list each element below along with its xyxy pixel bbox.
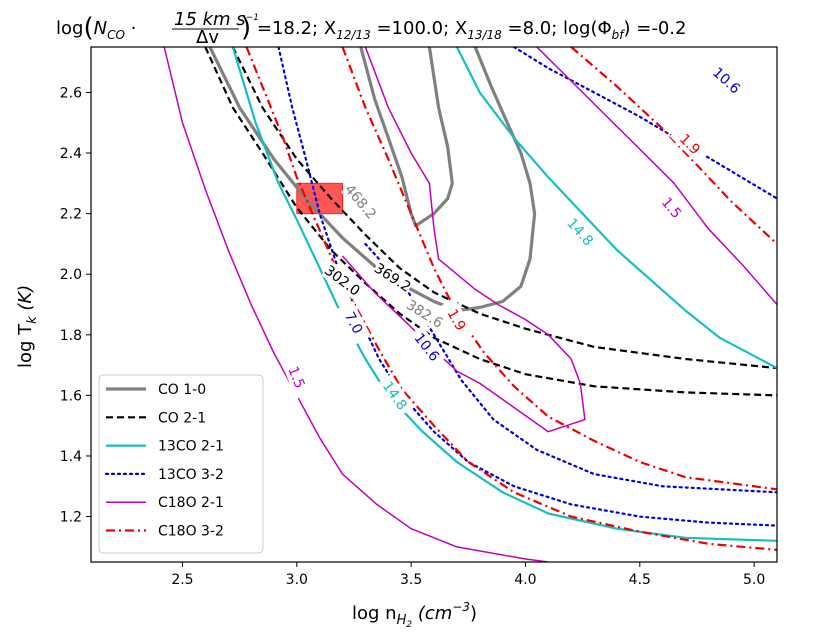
x-axis-label-sub2: 2 [406,620,412,630]
x-axis-label-unit: (cm [412,603,452,624]
contour-label-c18o-2-1-1: 1.5 [284,364,307,391]
title-x1318-val: =8.0; log(Φ [502,18,612,39]
contour-label-bg [705,60,748,101]
y-tick-label: 2.2 [60,207,82,223]
title-x1213-sub: 12/13 [336,28,371,42]
y-axis-label-sub: k [25,316,40,324]
contour-label-bg [439,297,475,342]
legend-box [98,374,264,554]
chart-title: log(NCO · [56,13,136,43]
title-frac-num: 15 km s−1 [174,9,259,30]
x-tick-label: 4.5 [629,572,651,588]
contour-13co-2-1-line-2 [455,47,777,370]
x-axis-label-exp: −3 [452,600,470,614]
contour-label-bg [371,258,415,296]
contour-13co-3-2-line-3 [364,242,777,494]
contour-label-bg [341,180,381,223]
contour-c18o-3-2-line-1 [245,47,777,551]
title-n: N [94,18,107,39]
x-axis-label-end: ) [470,603,477,624]
title-frac-num-exp: −1 [246,13,259,23]
title-dot: · [125,18,136,39]
contour-label-bg [403,295,447,332]
y-tick-label: 1.6 [60,388,82,404]
highlight-region [296,182,344,215]
y-tick-label: 2.6 [60,85,82,101]
contour-label-bg [321,261,364,300]
title-phi-sub: bf [612,28,626,42]
x-tick-label: 3.0 [286,572,308,588]
x-axis-label-text: log n [352,603,397,624]
legend-label-c18o-2-1: C18O 2-1 [158,495,224,511]
legend-label-co-2-1: CO 2-1 [158,410,206,426]
legend-label-co-1-0: CO 1-0 [158,382,206,398]
title-frac-num-text: 15 km s [174,9,246,30]
legend-label-13co-2-1: 13CO 2-1 [158,439,224,455]
contour-label-bg [560,210,601,253]
title-rest: ) =18.2; X12/13 =100.0; X13/18 =8.0; log… [241,13,686,43]
x-tick-label: 2.5 [171,572,193,588]
contour-label-bg [280,355,313,400]
contour-label-bg [336,300,372,345]
y-axis-label-text: log T [15,323,36,368]
contour-c18o-3-2-line-2 [341,47,777,491]
contour-label-co-2-1-1: 369.2 [371,260,413,295]
x-tick-label: 5.0 [743,572,765,588]
contour-c18o-2-1-line-2 [341,47,586,433]
x-axis-label-sub: H [397,613,407,628]
legend: CO 1-0 CO 2-1 13CO 2-1 13CO 3-2 C18O 2-1 C18O… [98,374,264,554]
y-tick-label: 1.8 [60,328,82,344]
x-axis-label: log nH2 (cm−3) [352,600,477,630]
contour-co-1-0-line-2 [359,47,454,228]
x-tick-label: 3.5 [400,572,422,588]
y-tick-label: 1.4 [60,449,82,465]
title-fraction: 15 km s−1 Δv [172,9,259,48]
axes: 2.5 3.0 3.5 4.0 4.5 5.0 1.2 1.4 1.6 1.8 2.0 2.2 2.4 2… [60,85,766,588]
contour-label-bg [669,123,711,165]
contour-c18o-3-2-line-3 [570,47,777,245]
title-x1318-sub: 13/18 [467,28,502,42]
title-x1213-val: =100.0; X [371,18,467,39]
title-frac-den: Δv [196,27,219,48]
plot-frame [90,46,778,563]
contour-label-bg [407,325,447,369]
contour-c18o-2-1-line-3 [536,47,777,305]
contour-label-bg [652,186,692,229]
contour-labels: 468.2382.6369.2302.014.814.87.010.610.61… [280,60,748,417]
contour-c18o-2-1-line-1 [163,47,549,562]
title-log: log [56,18,83,39]
title-phi-val: ) =-0.2 [624,18,687,39]
title-n-sub: CO [107,28,125,42]
y-tick-label: 2.4 [60,146,82,162]
x-tick-label: 4.0 [514,572,536,588]
y-axis-label-unit: (K) [15,285,36,317]
title-paren-open: ( [83,13,93,43]
contour-label-co-2-1-2: 302.0 [321,263,363,300]
title-paren-close: ) [241,13,251,43]
y-tick-label: 1.2 [60,510,82,526]
contour-13co-3-2-line-2 [512,47,777,200]
contour-co-2-1-line-2 [204,47,777,397]
legend-label-c18o-3-2: C18O 3-2 [158,524,224,540]
contour-co-2-1-line-1 [231,47,777,370]
y-tick-label: 2.0 [60,267,82,283]
contour-label-bg [376,373,414,417]
legend-label-13co-3-2: 13CO 3-2 [158,467,224,483]
y-axis-label: log Tk (K) [15,285,40,368]
title-rest-a: =18.2; X [251,18,336,39]
